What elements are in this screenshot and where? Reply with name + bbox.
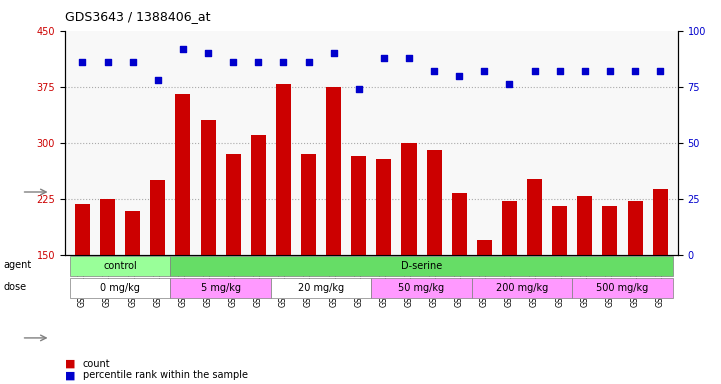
Point: [278, 59, 289, 65]
Text: agent: agent: [4, 260, 32, 270]
Bar: [226, 154, 241, 367]
Text: D-serine: D-serine: [401, 261, 442, 271]
Text: 200 mg/kg: 200 mg/kg: [496, 283, 548, 293]
Point: [454, 73, 465, 79]
Bar: [578, 197, 593, 367]
Text: 5 mg/kg: 5 mg/kg: [200, 283, 241, 293]
Bar: [502, 201, 517, 367]
Bar: [75, 204, 90, 367]
Bar: [602, 206, 617, 367]
Point: [328, 50, 340, 56]
Point: [428, 68, 440, 74]
Bar: [276, 84, 291, 367]
Point: [203, 50, 214, 56]
Bar: [301, 154, 316, 367]
Text: GDS3643 / 1388406_at: GDS3643 / 1388406_at: [65, 10, 211, 23]
Text: ■: ■: [65, 370, 76, 380]
FancyBboxPatch shape: [170, 256, 673, 276]
Bar: [627, 201, 642, 367]
Point: [76, 59, 88, 65]
Point: [303, 59, 314, 65]
Point: [252, 59, 264, 65]
Point: [378, 55, 389, 61]
Bar: [100, 199, 115, 367]
FancyBboxPatch shape: [572, 278, 673, 298]
Bar: [653, 189, 668, 367]
Text: control: control: [103, 261, 137, 271]
Point: [127, 59, 138, 65]
Point: [479, 68, 490, 74]
Text: percentile rank within the sample: percentile rank within the sample: [83, 370, 248, 380]
Bar: [402, 143, 417, 367]
Bar: [376, 159, 392, 367]
Bar: [251, 135, 266, 367]
FancyBboxPatch shape: [70, 256, 170, 276]
Point: [655, 68, 666, 74]
Point: [579, 68, 590, 74]
Point: [152, 77, 164, 83]
FancyBboxPatch shape: [371, 278, 472, 298]
Bar: [451, 194, 466, 367]
FancyBboxPatch shape: [472, 278, 572, 298]
Text: dose: dose: [4, 282, 27, 292]
FancyBboxPatch shape: [70, 278, 170, 298]
Bar: [527, 179, 542, 367]
Text: 0 mg/kg: 0 mg/kg: [100, 283, 140, 293]
Bar: [175, 94, 190, 367]
Bar: [552, 206, 567, 367]
Point: [353, 86, 365, 92]
Bar: [427, 150, 442, 367]
Point: [504, 81, 516, 88]
Text: ■: ■: [65, 359, 76, 369]
Bar: [477, 240, 492, 367]
Text: count: count: [83, 359, 110, 369]
Point: [227, 59, 239, 65]
Point: [629, 68, 641, 74]
Bar: [200, 120, 216, 367]
FancyBboxPatch shape: [271, 278, 371, 298]
Text: 500 mg/kg: 500 mg/kg: [596, 283, 649, 293]
Bar: [150, 180, 165, 367]
Point: [403, 55, 415, 61]
FancyBboxPatch shape: [170, 278, 271, 298]
Point: [102, 59, 113, 65]
Bar: [351, 156, 366, 367]
Text: 50 mg/kg: 50 mg/kg: [399, 283, 445, 293]
Point: [554, 68, 565, 74]
Point: [528, 68, 540, 74]
Bar: [326, 87, 341, 367]
Point: [177, 46, 189, 52]
Point: [604, 68, 616, 74]
Bar: [125, 212, 141, 367]
Text: 20 mg/kg: 20 mg/kg: [298, 283, 344, 293]
